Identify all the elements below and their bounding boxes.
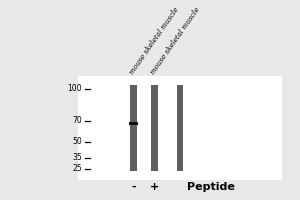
- Bar: [78, 76, 282, 180]
- Text: 70: 70: [72, 116, 82, 125]
- Text: 25: 25: [73, 164, 82, 173]
- Bar: [130, 85, 137, 171]
- Text: Peptide: Peptide: [188, 182, 236, 192]
- Text: mouse skeletal muscle: mouse skeletal muscle: [149, 6, 202, 76]
- Bar: [129, 122, 138, 125]
- Text: 35: 35: [72, 153, 82, 162]
- Text: 50: 50: [72, 137, 82, 146]
- Bar: [151, 85, 158, 171]
- Text: 100: 100: [68, 84, 82, 93]
- Text: mouse skeletal muscle: mouse skeletal muscle: [128, 6, 181, 76]
- Bar: [177, 85, 183, 171]
- Text: +: +: [150, 182, 159, 192]
- Text: -: -: [131, 182, 136, 192]
